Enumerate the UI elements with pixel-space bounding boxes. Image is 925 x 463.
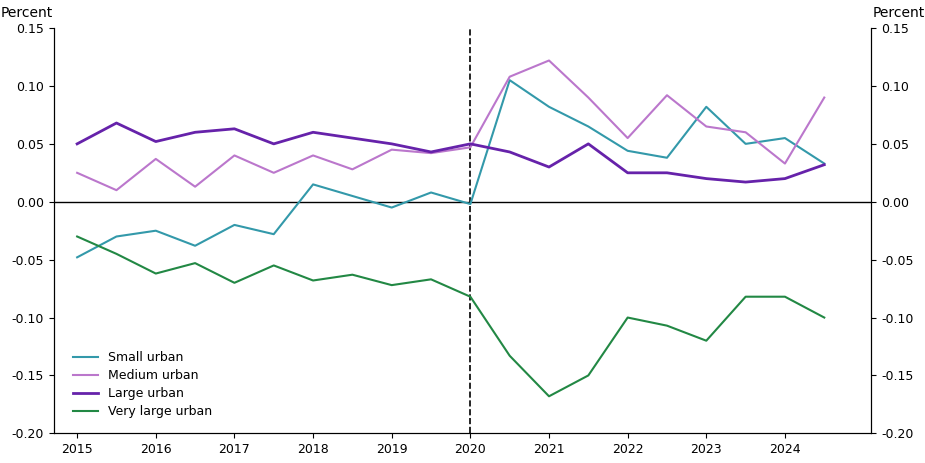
Large urban	[228, 126, 240, 131]
Medium urban	[544, 58, 555, 63]
Line: Small urban: Small urban	[77, 80, 824, 257]
Small urban	[190, 243, 201, 249]
Small urban	[780, 135, 791, 141]
Small urban	[307, 181, 318, 187]
Small urban	[268, 232, 279, 237]
Text: Percent: Percent	[0, 6, 53, 20]
Small urban	[583, 124, 594, 129]
Line: Medium urban: Medium urban	[77, 61, 824, 190]
Large urban	[307, 130, 318, 135]
Medium urban	[347, 167, 358, 172]
Large urban	[623, 170, 634, 175]
Small urban	[347, 193, 358, 199]
Medium urban	[190, 184, 201, 189]
Large urban	[426, 149, 437, 155]
Small urban	[819, 161, 830, 166]
Small urban	[71, 255, 82, 260]
Very large urban	[268, 263, 279, 268]
Very large urban	[740, 294, 751, 300]
Line: Large urban: Large urban	[77, 123, 824, 182]
Small urban	[661, 155, 672, 161]
Medium urban	[583, 95, 594, 100]
Small urban	[228, 222, 240, 228]
Small urban	[465, 201, 476, 207]
Large urban	[111, 120, 122, 126]
Very large urban	[426, 276, 437, 282]
Medium urban	[819, 95, 830, 100]
Very large urban	[780, 294, 791, 300]
Medium urban	[661, 93, 672, 98]
Large urban	[819, 162, 830, 168]
Large urban	[544, 164, 555, 170]
Small urban	[111, 234, 122, 239]
Very large urban	[504, 353, 515, 358]
Large urban	[347, 135, 358, 141]
Very large urban	[583, 373, 594, 378]
Very large urban	[465, 294, 476, 300]
Large urban	[465, 141, 476, 147]
Very large urban	[623, 315, 634, 320]
Line: Very large urban: Very large urban	[77, 237, 824, 396]
Large urban	[740, 179, 751, 185]
Large urban	[71, 141, 82, 147]
Medium urban	[228, 153, 240, 158]
Medium urban	[150, 156, 161, 162]
Large urban	[190, 130, 201, 135]
Very large urban	[819, 315, 830, 320]
Medium urban	[268, 170, 279, 175]
Large urban	[701, 176, 712, 181]
Medium urban	[623, 135, 634, 141]
Large urban	[268, 141, 279, 147]
Very large urban	[661, 323, 672, 328]
Medium urban	[71, 170, 82, 175]
Small urban	[426, 190, 437, 195]
Large urban	[386, 141, 397, 147]
Medium urban	[426, 150, 437, 156]
Large urban	[780, 176, 791, 181]
Very large urban	[228, 280, 240, 286]
Small urban	[544, 104, 555, 110]
Small urban	[740, 141, 751, 147]
Very large urban	[150, 271, 161, 276]
Small urban	[701, 104, 712, 110]
Very large urban	[347, 272, 358, 277]
Large urban	[150, 139, 161, 144]
Very large urban	[544, 394, 555, 399]
Small urban	[504, 77, 515, 83]
Large urban	[504, 149, 515, 155]
Medium urban	[307, 153, 318, 158]
Medium urban	[701, 124, 712, 129]
Very large urban	[71, 234, 82, 239]
Small urban	[623, 148, 634, 154]
Large urban	[583, 141, 594, 147]
Very large urban	[386, 282, 397, 288]
Very large urban	[701, 338, 712, 344]
Small urban	[150, 228, 161, 233]
Very large urban	[307, 278, 318, 283]
Large urban	[661, 170, 672, 175]
Legend: Small urban, Medium urban, Large urban, Very large urban: Small urban, Medium urban, Large urban, …	[68, 346, 217, 423]
Medium urban	[465, 144, 476, 150]
Very large urban	[111, 251, 122, 257]
Medium urban	[740, 130, 751, 135]
Medium urban	[111, 188, 122, 193]
Medium urban	[504, 74, 515, 80]
Small urban	[386, 205, 397, 210]
Text: Percent: Percent	[872, 6, 925, 20]
Very large urban	[190, 260, 201, 266]
Medium urban	[780, 161, 791, 166]
Medium urban	[386, 147, 397, 152]
